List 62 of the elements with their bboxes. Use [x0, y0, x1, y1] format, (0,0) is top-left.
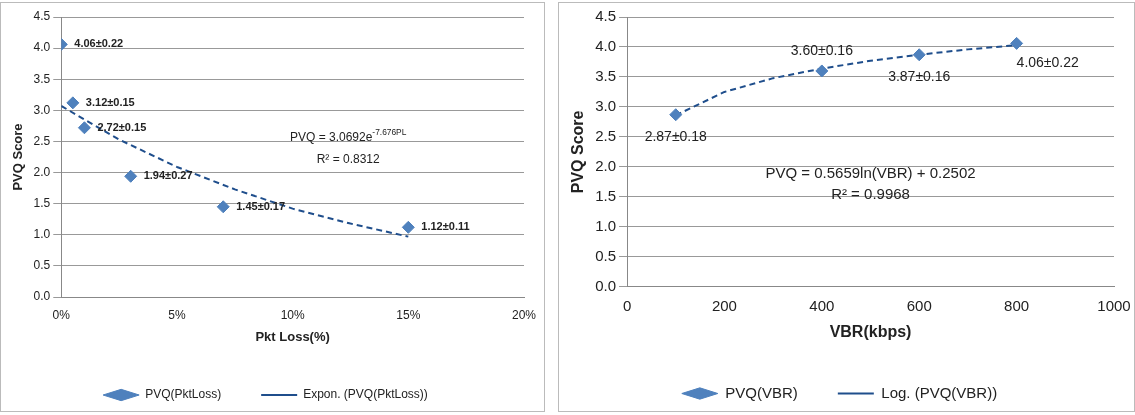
point	[1010, 36, 1024, 50]
legend-label: Log. (PVQ(VBR))	[881, 383, 998, 401]
y-tick-label: 1.5	[595, 187, 617, 205]
data-label: 4.06±0.22	[1016, 54, 1079, 71]
y-tick-label: 2.0	[33, 164, 51, 179]
annotation: R² = 0.9968	[831, 185, 910, 203]
point	[912, 48, 926, 62]
x-tick-label: 400	[809, 296, 835, 314]
legend-label: Expon. (PVQ(PktLoss))	[303, 387, 428, 402]
y-tick-label: 1.0	[595, 216, 617, 234]
x-tick-label: 0%	[52, 307, 71, 322]
point	[77, 121, 91, 135]
y-tick-label: 1.0	[33, 227, 51, 242]
data-label: 3.60±0.16	[790, 41, 854, 58]
point	[401, 220, 415, 234]
y-tick-label: 2.5	[595, 127, 617, 145]
point	[66, 96, 80, 110]
x-tick-label: 0	[622, 296, 632, 314]
point	[216, 200, 230, 214]
y-axis-title: PVQ Score	[10, 123, 26, 191]
data-label: 2.72±0.15	[97, 120, 147, 133]
x-tick-label: 800	[1004, 296, 1030, 314]
x-tick-label: 10%	[280, 307, 305, 322]
x-tick-label: 20%	[511, 307, 537, 322]
point	[124, 169, 138, 183]
x-tick-label: 200	[711, 296, 737, 314]
y-tick-label: 3.5	[595, 67, 617, 85]
y-tick-label: 3.0	[33, 102, 51, 117]
annotation: PVQ = 0.5659ln(VBR) + 0.2502	[765, 163, 976, 181]
annotation: R² = 0.8312	[316, 152, 381, 167]
y-tick-label: 1.5	[33, 195, 51, 210]
x-tick-label: 15%	[396, 307, 421, 322]
y-tick-label: 4.5	[595, 7, 617, 25]
data-label: 1.94±0.27	[143, 169, 193, 182]
x-tick-label: 1000	[1097, 296, 1131, 314]
y-tick-label: 2.0	[595, 157, 617, 175]
y-axis-title: PVQ Score	[569, 110, 587, 194]
y-tick-label: 4.5	[33, 9, 51, 24]
legend-label: PVQ(PktLoss)	[145, 387, 222, 402]
point	[669, 108, 683, 122]
legend-label: PVQ(VBR)	[725, 383, 798, 401]
y-tick-label: 0.5	[595, 246, 617, 264]
data-label: 3.87±0.16	[888, 67, 951, 84]
y-tick-label: 0.0	[33, 289, 51, 304]
y-tick-label: 4.0	[595, 37, 617, 55]
data-label: 1.45±0.17	[236, 199, 286, 212]
line-series	[61, 104, 410, 238]
y-tick-label: 3.5	[33, 71, 51, 86]
x-tick-label: 5%	[168, 307, 186, 322]
y-tick-label: 0.0	[595, 276, 617, 294]
data-label: 2.87±0.18	[644, 127, 708, 144]
y-tick-label: 2.5	[33, 133, 51, 148]
data-label: 4.06±0.22	[74, 37, 124, 50]
y-tick-label: 4.0	[33, 40, 51, 55]
point	[815, 64, 829, 78]
data-label: 1.12±0.11	[421, 220, 470, 233]
data-label: 3.12±0.15	[85, 95, 135, 108]
x-axis-title: Pkt Loss(%)	[255, 328, 330, 344]
y-tick-label: 3.0	[595, 97, 617, 115]
y-tick-label: 0.5	[33, 258, 51, 273]
x-tick-label: 600	[906, 296, 932, 314]
x-axis-title: VBR(kbps)	[829, 322, 912, 340]
